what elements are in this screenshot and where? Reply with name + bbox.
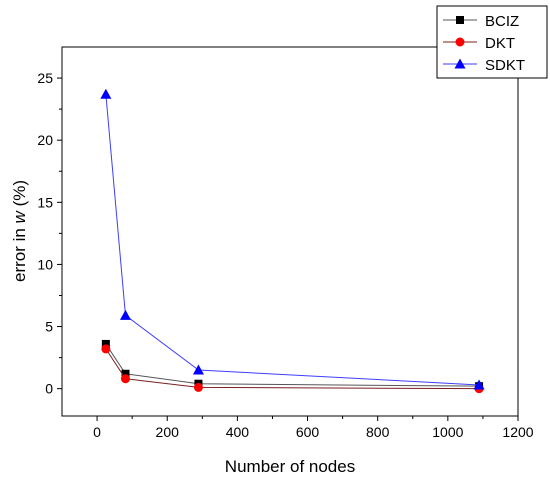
y-tick-label: 15: [37, 194, 53, 210]
x-tick-label: 200: [156, 424, 180, 440]
data-point: [120, 374, 130, 384]
x-tick-label: 800: [366, 424, 390, 440]
data-point: [101, 344, 111, 354]
legend-marker: [455, 37, 465, 47]
series-layer: [100, 88, 485, 394]
y-tick-label: 5: [45, 319, 53, 335]
legend-label: BCIZ: [485, 13, 519, 30]
y-axis-title: error in w (%): [10, 180, 29, 282]
x-tick-label: 0: [93, 424, 101, 440]
data-point: [119, 309, 131, 320]
y-axis-title-suffix: (%): [10, 180, 29, 211]
y-tick-label: 10: [37, 256, 53, 272]
legend-marker: [454, 58, 466, 69]
y-tick-label: 20: [37, 132, 53, 148]
data-point: [193, 382, 203, 392]
legend-marker: [456, 16, 464, 24]
legend-label: DKT: [485, 35, 515, 52]
series-line: [105, 343, 480, 387]
y-tick-label: 0: [45, 381, 53, 397]
x-axis: 0 200 400 600 800 1000 1200: [93, 416, 534, 440]
series-line: [105, 94, 480, 386]
x-tick-label: 1000: [432, 424, 463, 440]
series-sdkt: [100, 88, 485, 390]
y-tick-label: 25: [37, 70, 53, 86]
x-axis-title: Number of nodes: [225, 457, 355, 476]
x-tick-label: 600: [296, 424, 320, 440]
y-axis: 0 5 10 15 20 25: [37, 70, 62, 397]
y-axis-title-variable: w: [10, 209, 29, 223]
series-line: [105, 348, 480, 390]
x-tick-label: 400: [226, 424, 250, 440]
data-point: [100, 88, 112, 99]
series-dkt: [101, 344, 484, 394]
data-point: [121, 369, 130, 378]
x-tick-label: 1200: [502, 424, 533, 440]
plot-area: [61, 46, 519, 417]
data-point: [473, 379, 485, 390]
legend: BCIZ DKT SDKT: [436, 5, 548, 79]
data-point: [101, 339, 110, 348]
legend-label: SDKT: [485, 57, 525, 74]
y-axis-title-prefix: error in: [10, 223, 29, 282]
data-point: [192, 364, 204, 375]
